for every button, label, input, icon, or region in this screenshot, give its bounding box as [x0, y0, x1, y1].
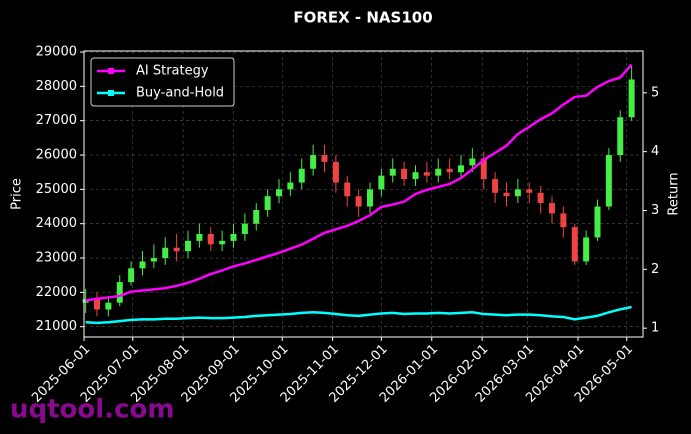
candle-body — [503, 192, 510, 197]
candle-body — [173, 247, 180, 252]
candle-body — [185, 240, 191, 252]
candle-body — [389, 168, 396, 176]
candle-body — [355, 196, 362, 207]
legend-marker — [108, 68, 114, 74]
legend-marker — [108, 90, 114, 96]
candle-body — [435, 168, 442, 176]
candle-body — [458, 165, 464, 173]
candle-body — [105, 302, 112, 310]
y2-tick-label: 2 — [651, 262, 659, 277]
candle-body — [537, 192, 544, 204]
candle-body — [446, 168, 453, 173]
plot-frame — [83, 50, 644, 338]
y-tick-label: 27000 — [36, 113, 77, 128]
legend-label: AI Strategy — [136, 64, 209, 79]
candle-body — [162, 247, 169, 259]
candle-body — [276, 189, 282, 197]
y-axis-label: Price — [10, 178, 25, 210]
y-tick-label: 21000 — [36, 319, 77, 334]
candle-body — [344, 182, 351, 197]
candle-body — [128, 268, 135, 283]
chart-title: FOREX - NAS100 — [293, 9, 432, 27]
candle-body — [298, 168, 305, 183]
candle-body — [378, 175, 385, 190]
candle-body — [526, 189, 533, 193]
candle-body — [412, 172, 419, 180]
watermark: uqtool.com — [10, 395, 174, 425]
legend: AI Strategy Buy-and-Hold — [90, 57, 235, 107]
candle-body — [253, 209, 260, 224]
y-tick-label: 28000 — [36, 79, 77, 94]
y-tick-label: 29000 — [36, 45, 77, 60]
y-tick-label: 25000 — [36, 182, 77, 197]
candle-body — [423, 172, 430, 176]
y2-axis-label: Return — [667, 172, 682, 215]
candle-body — [480, 158, 487, 180]
candle-body — [196, 233, 203, 241]
candle-body — [230, 233, 237, 241]
candle-body — [549, 203, 555, 214]
series-line — [85, 305, 632, 325]
candle-body — [116, 282, 123, 303]
candle-body — [321, 155, 328, 162]
y2-tick-label: 5 — [651, 85, 659, 100]
candle-body — [241, 223, 248, 234]
candle-body — [219, 240, 226, 245]
y-tick-label: 22000 — [36, 285, 77, 300]
candle-body — [492, 179, 499, 193]
candle-body — [583, 237, 590, 262]
legend-label: Buy-and-Hold — [136, 86, 224, 101]
y-tick-label: 24000 — [36, 216, 77, 231]
candle-body — [150, 258, 157, 262]
candle-body — [571, 227, 578, 262]
candle-body — [605, 155, 612, 207]
candle-body — [617, 117, 624, 156]
y-tick-label: 23000 — [36, 251, 77, 266]
candle-body — [139, 261, 146, 269]
candle-body — [310, 155, 317, 169]
candle-body — [469, 158, 476, 166]
candle-body — [401, 168, 408, 180]
candle-body — [287, 182, 294, 190]
candle-body — [594, 206, 601, 238]
legend-box — [90, 57, 235, 107]
y-tick-label: 26000 — [36, 148, 77, 163]
candle-body — [207, 233, 214, 245]
series-line — [85, 63, 633, 302]
y2-tick-label: 3 — [651, 203, 659, 218]
candle-body — [367, 189, 373, 207]
candle-body — [628, 79, 635, 118]
candle-body — [94, 299, 100, 310]
candle-body — [332, 161, 339, 183]
y2-tick-label: 1 — [651, 321, 659, 336]
y2-tick-label: 4 — [651, 144, 659, 159]
candle-body — [514, 189, 521, 197]
candle-body — [560, 213, 567, 228]
candle-body — [82, 299, 89, 303]
candle-body — [264, 196, 271, 210]
